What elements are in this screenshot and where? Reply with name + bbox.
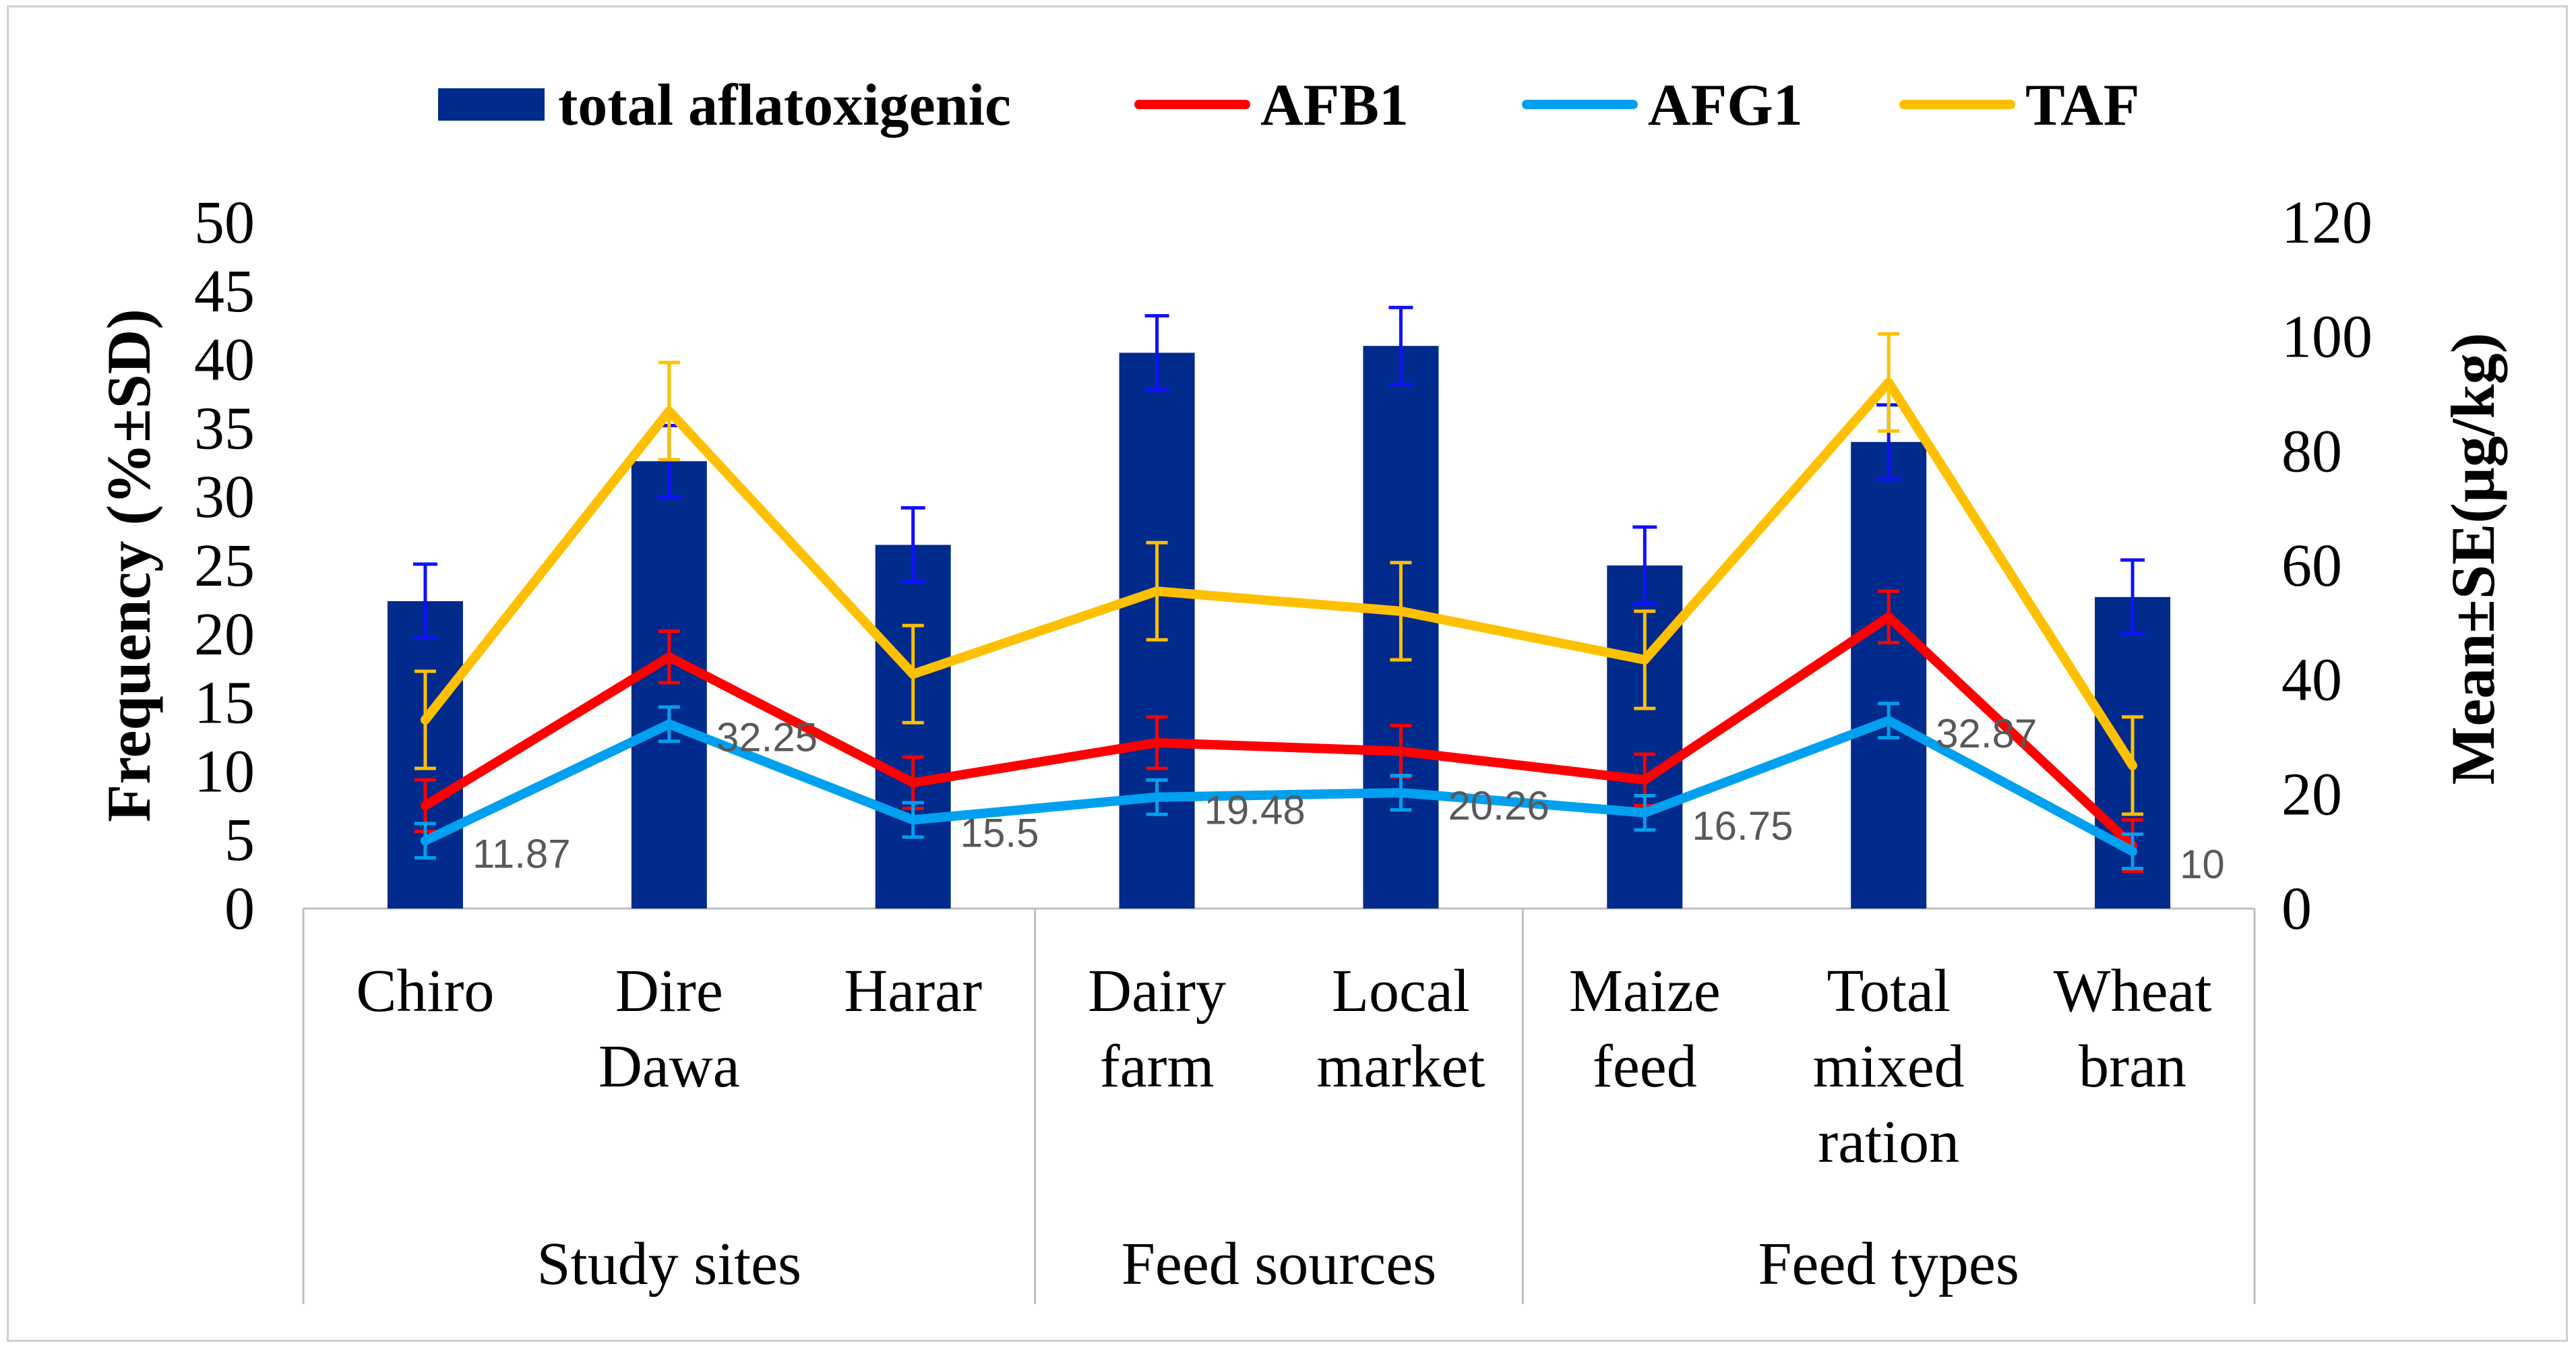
category-label-harar: Harar bbox=[844, 958, 982, 1024]
data-label-afg1: 11.87 bbox=[472, 831, 571, 876]
error-bar-taf bbox=[414, 669, 436, 770]
y-right-tick-label: 60 bbox=[2281, 532, 2342, 599]
data-label-afg1: 15.5 bbox=[960, 811, 1039, 856]
error-bar-afg1 bbox=[2122, 832, 2144, 871]
legend-label-afg1: AFG1 bbox=[1648, 73, 1803, 138]
error-bar-taf bbox=[902, 623, 924, 725]
category-label-line: feed bbox=[1593, 1033, 1697, 1100]
group-label-study-sites: Study sites bbox=[537, 1231, 802, 1297]
category-label-line: Total bbox=[1827, 958, 1951, 1024]
bar-error-bar bbox=[900, 505, 925, 584]
line-taf bbox=[420, 377, 2138, 770]
y-left-tick-label: 25 bbox=[194, 532, 255, 599]
category-label-line: Maize bbox=[1569, 958, 1721, 1024]
bar-error-bar bbox=[1388, 305, 1413, 386]
category-label-line: bran bbox=[2079, 1033, 2186, 1100]
error-bar-taf bbox=[658, 361, 680, 462]
legend-label-afb1: AFB1 bbox=[1260, 73, 1409, 138]
y-right-tick-label: 100 bbox=[2281, 304, 2372, 371]
category-label-total-mixed-ration: Total mixed ration bbox=[1813, 958, 1965, 1175]
error-bar-afg1 bbox=[902, 801, 924, 839]
category-label-chiro: Chiro bbox=[356, 958, 494, 1024]
category-label-line: farm bbox=[1100, 1033, 1215, 1100]
category-label-line: Local bbox=[1332, 958, 1470, 1024]
y-right-tick-label: 40 bbox=[2281, 647, 2342, 714]
category-label-line: Harar bbox=[844, 958, 982, 1024]
error-bar-afb1 bbox=[1146, 715, 1168, 770]
y-right-tick-label: 0 bbox=[2281, 875, 2312, 942]
error-bar-taf bbox=[1390, 561, 1412, 662]
legend: total aflatoxigenic AFB1 AFG1 TAF bbox=[438, 73, 2139, 138]
bar-error-bar bbox=[412, 562, 437, 640]
category-label-line: Wheat bbox=[2054, 958, 2212, 1024]
group-label-feed-types: Feed types bbox=[1758, 1231, 2019, 1297]
category-label-dire-dawa: Dire Dawa bbox=[599, 958, 740, 1100]
y-left-tick-label: 50 bbox=[194, 189, 255, 256]
bar-error-bar bbox=[1144, 313, 1169, 392]
bar-error-bar bbox=[2120, 558, 2145, 636]
y-left-tick-label: 0 bbox=[224, 875, 255, 942]
category-label-line: Dairy bbox=[1088, 958, 1226, 1024]
category-label-local-market: Local market bbox=[1317, 958, 1485, 1100]
category-label-line: mixed bbox=[1813, 1033, 1965, 1100]
category-label-line: Chiro bbox=[356, 958, 494, 1024]
category-label-dairy-farm: Dairy farm bbox=[1088, 958, 1226, 1100]
error-bar-taf bbox=[1146, 541, 1168, 642]
y-left-tick-label: 35 bbox=[194, 395, 255, 462]
data-labels: 11.87 32.25 15.5 19.48 20.26 16.75 32.87 10 bbox=[472, 711, 2225, 887]
category-label-line: market bbox=[1317, 1033, 1485, 1100]
bar-error-bar bbox=[1632, 525, 1657, 606]
error-bar-taf bbox=[1878, 332, 1900, 433]
line-afb1 bbox=[420, 612, 2138, 851]
chart-frame bbox=[7, 5, 2568, 1342]
legend-swatch-total-aflatoxigenic bbox=[438, 88, 545, 121]
y-left-tick-label: 40 bbox=[194, 327, 255, 394]
error-bar-afg1 bbox=[414, 822, 436, 860]
data-label-afg1: 32.25 bbox=[716, 714, 818, 760]
group-label-feed-sources: Feed sources bbox=[1122, 1231, 1436, 1297]
y-right-tick-label: 120 bbox=[2281, 189, 2372, 256]
data-label-afg1: 16.75 bbox=[1692, 803, 1793, 849]
data-label-afg1: 10 bbox=[2180, 842, 2225, 887]
error-bar-afg1 bbox=[1390, 774, 1412, 812]
y-right-tick-label: 20 bbox=[2281, 761, 2342, 828]
error-bar-afg1 bbox=[1634, 793, 1656, 832]
data-label-afg1: 32.87 bbox=[1936, 711, 2037, 756]
y-right-axis-title: Mean±SE(µg/kg) bbox=[2439, 333, 2507, 785]
y-left-tick-label: 15 bbox=[194, 670, 255, 737]
y-left-tick-label: 20 bbox=[194, 601, 255, 668]
error-bar-afg1 bbox=[658, 705, 680, 743]
error-bar-taf bbox=[1634, 609, 1656, 710]
error-bar-afg1 bbox=[1878, 702, 1900, 740]
line-afg1 bbox=[420, 716, 2138, 857]
category-label-wheat-bran: Wheat bran bbox=[2054, 958, 2212, 1100]
bar-harar bbox=[875, 545, 951, 909]
error-bar-afb1 bbox=[658, 629, 680, 685]
category-label-line: Dawa bbox=[599, 1033, 740, 1100]
data-label-afg1: 19.48 bbox=[1204, 788, 1306, 833]
category-label-maize-feed: Maize feed bbox=[1569, 958, 1721, 1100]
legend-label-taf: TAF bbox=[2025, 73, 2139, 138]
y-left-tick-label: 30 bbox=[194, 464, 255, 530]
y-left-tick-label: 5 bbox=[224, 807, 255, 873]
y-right-tick-label: 80 bbox=[2281, 418, 2342, 485]
category-label-line: Dire bbox=[615, 958, 723, 1024]
y-left-tick-label: 45 bbox=[194, 258, 255, 325]
error-bar-afb1 bbox=[1878, 589, 1900, 645]
line-series bbox=[414, 332, 2144, 873]
axes: Study sites Feed sources Feed types Chiro Di… bbox=[94, 189, 2507, 1304]
data-label-afg1: 20.26 bbox=[1448, 783, 1549, 828]
bar-total-mixed-ration bbox=[1851, 441, 1927, 909]
y-left-axis-title: Frequency (%±SD) bbox=[94, 309, 163, 822]
error-bar-afg1 bbox=[1146, 778, 1168, 816]
legend-label-total-aflatoxigenic: total aflatoxigenic bbox=[558, 73, 1011, 138]
category-label-line: ration bbox=[1818, 1109, 1959, 1175]
bar-dire-dawa bbox=[631, 461, 707, 909]
error-bar-taf bbox=[2122, 715, 2144, 816]
y-left-tick-label: 10 bbox=[194, 738, 255, 805]
